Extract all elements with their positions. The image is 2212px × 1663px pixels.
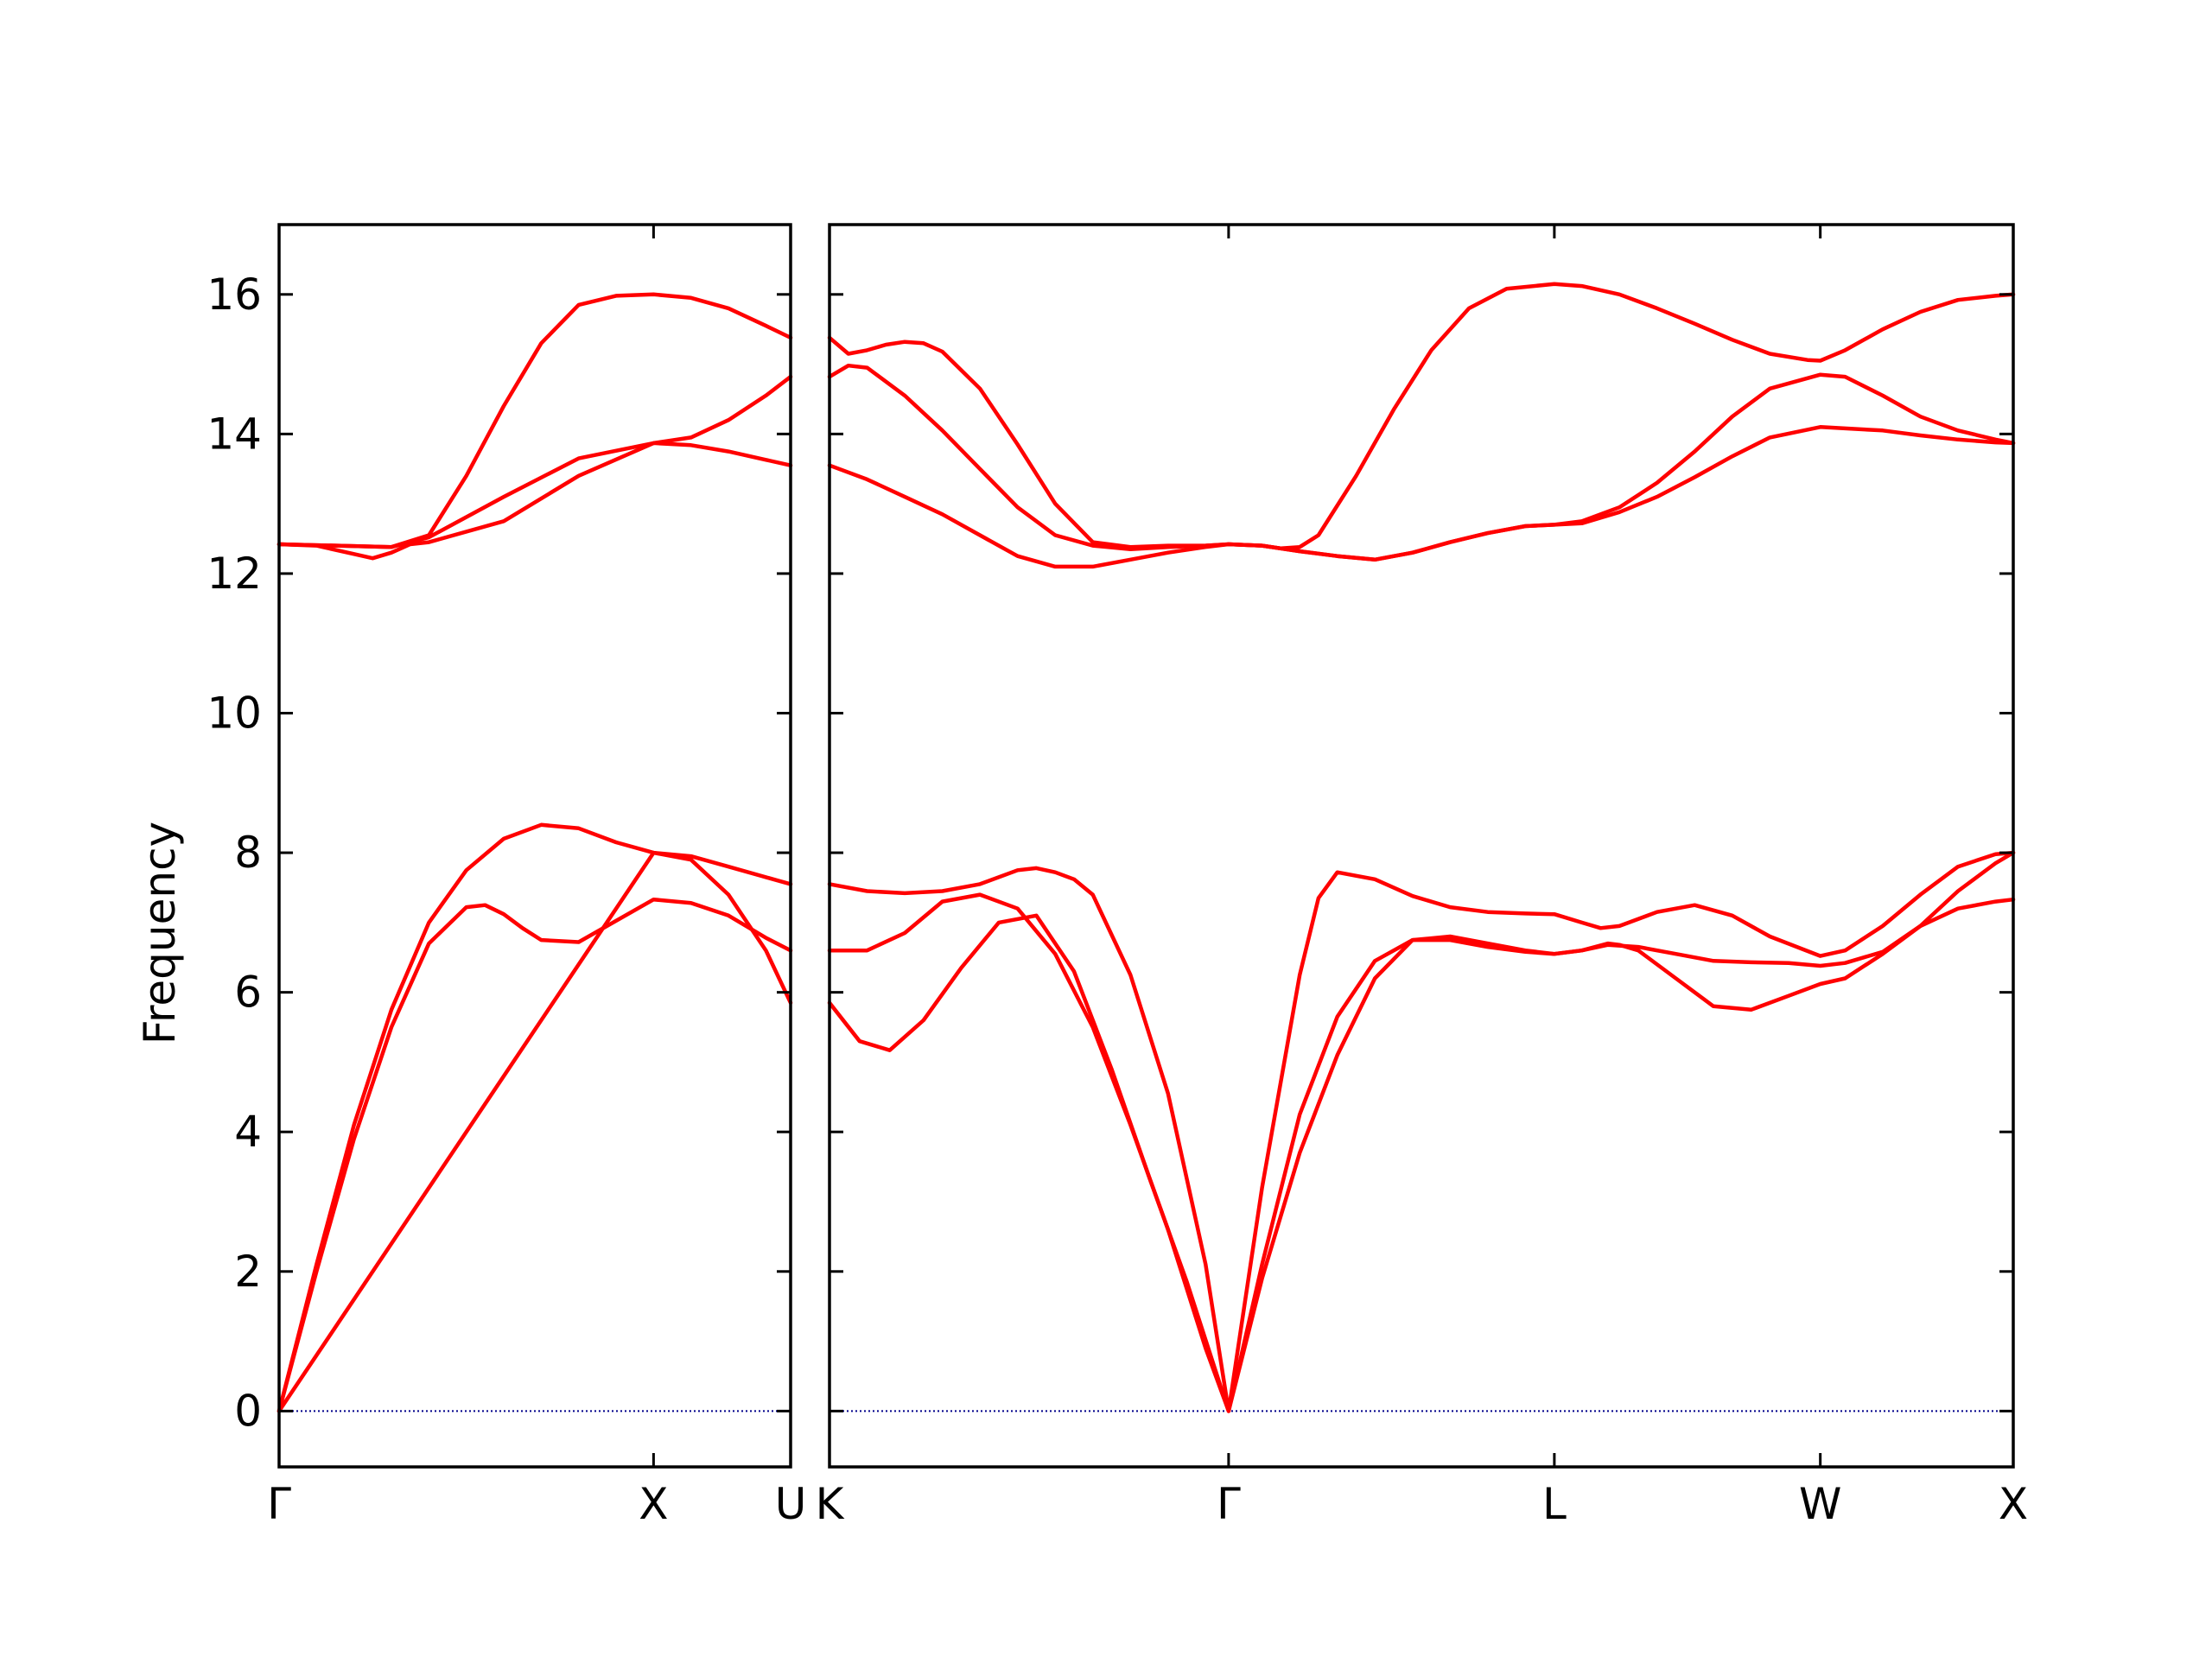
x-tick-label: X — [639, 1479, 668, 1529]
x-tick-label: Γ — [1217, 1479, 1241, 1529]
y-tick-label: 0 — [234, 1386, 262, 1436]
x-tick-label: Γ — [267, 1479, 291, 1529]
x-tick-label: L — [1542, 1479, 1567, 1529]
x-tick-label: W — [1799, 1479, 1841, 1529]
y-tick-label: 6 — [234, 968, 262, 1018]
y-tick-label: 10 — [207, 689, 262, 739]
y-tick-label: 8 — [234, 828, 262, 878]
y-axis-label: Frequency — [135, 822, 185, 1044]
y-tick-label: 2 — [234, 1247, 262, 1297]
band-line-2-5 — [827, 363, 2016, 562]
y-tick-label: 12 — [207, 549, 262, 599]
band-line-2-3 — [827, 850, 2016, 1413]
x-tick-label: U — [775, 1479, 807, 1529]
band-line-2-6 — [827, 282, 2016, 551]
band-line-1-6 — [276, 374, 793, 549]
band-line-1-1 — [276, 897, 793, 1413]
band-line-1-3 — [276, 850, 793, 1413]
band-line-1-5 — [276, 292, 793, 549]
plot-frame — [277, 223, 792, 1469]
band-line-2-1 — [827, 897, 2016, 1413]
y-tick-label: 14 — [207, 409, 262, 459]
y-tick-label: 16 — [207, 270, 262, 320]
x-tick-label: X — [1999, 1479, 2028, 1529]
x-tick-label: K — [816, 1479, 845, 1529]
band-line-1-2 — [276, 822, 793, 1413]
band-line-2-2 — [827, 850, 2016, 1413]
plot-frame — [828, 223, 2015, 1469]
y-tick-label: 4 — [234, 1107, 262, 1157]
band-line-1-4 — [276, 441, 793, 561]
